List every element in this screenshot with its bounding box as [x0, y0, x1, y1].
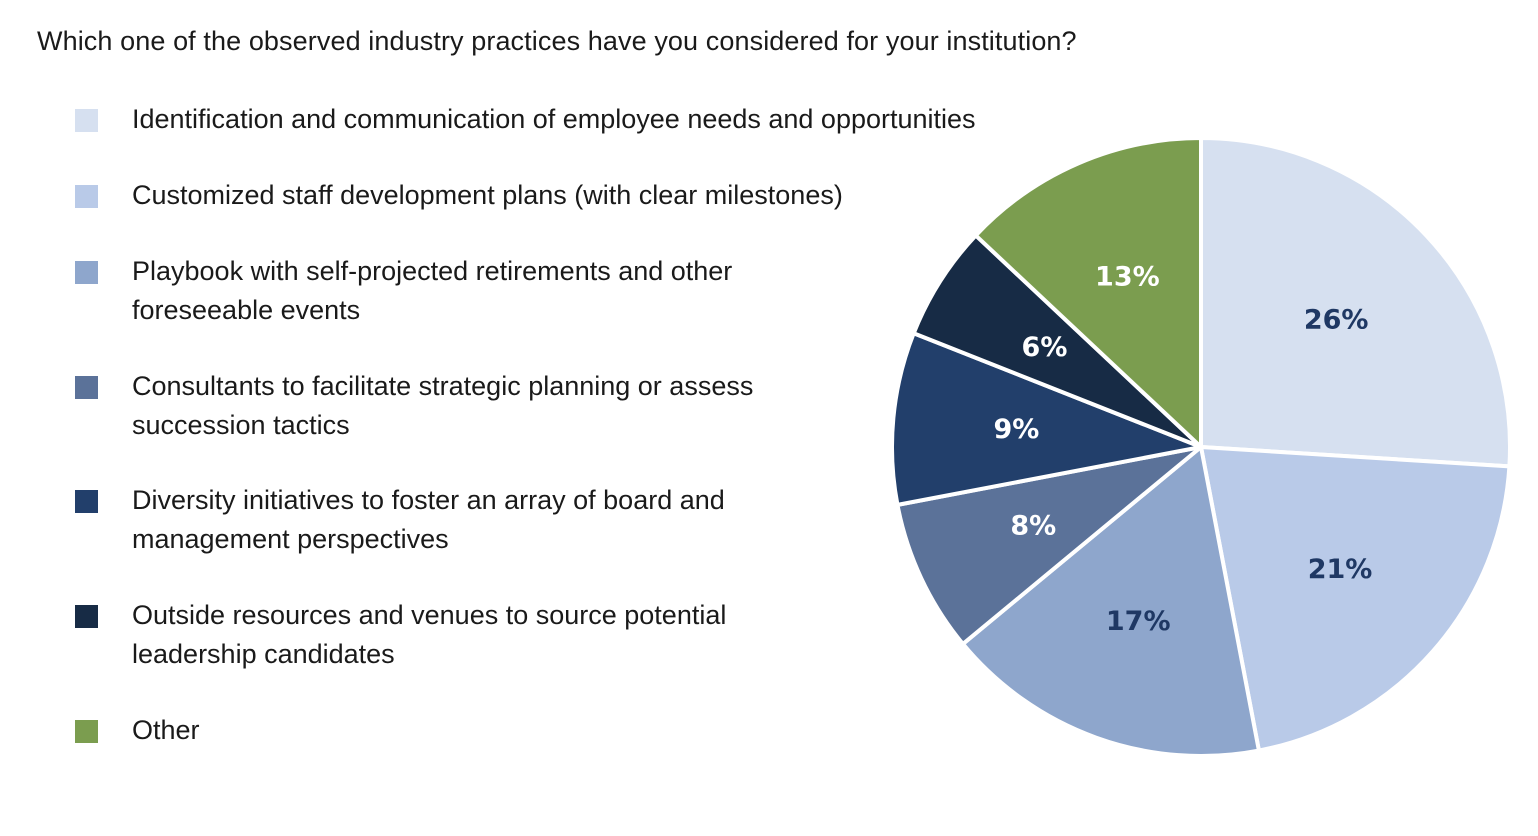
slice-value-label: 26% [1304, 305, 1369, 336]
legend-label: Diversity initiatives to foster an array… [132, 481, 725, 559]
slice-value-label: 13% [1095, 261, 1160, 292]
legend-label-line: Diversity initiatives to foster an array… [132, 485, 725, 515]
legend-swatch [75, 605, 98, 628]
slice-value-label: 17% [1106, 606, 1171, 637]
slice-value-label: 9% [993, 414, 1039, 445]
legend-label-line: Other [132, 715, 200, 745]
legend-swatch [75, 261, 98, 284]
pie-slice [960, 445, 1261, 759]
legend-label-line: Playbook with self-projected retirements… [132, 256, 733, 286]
legend-swatch [75, 185, 98, 208]
legend-label: Identification and communication of empl… [132, 100, 976, 139]
pie-slice [973, 136, 1203, 449]
legend-label-line: Consultants to facilitate strategic plan… [132, 371, 754, 401]
legend-swatch [75, 720, 98, 743]
legend-label: Outside resources and venues to source p… [132, 596, 726, 674]
legend-label-line: foreseeable events [132, 295, 361, 325]
legend-label-line: Customized staff development plans (with… [132, 180, 843, 210]
legend-swatch [75, 109, 98, 132]
legend-label: Consultants to facilitate strategic plan… [132, 367, 753, 445]
slice-value-label: 8% [1010, 510, 1056, 541]
legend-label-line: management perspectives [132, 524, 449, 554]
slice-value-label: 6% [1022, 332, 1068, 363]
pie-slice [1199, 136, 1512, 469]
legend-swatch [75, 490, 98, 513]
slice-value-label: 21% [1308, 554, 1373, 585]
legend-label: Other [132, 711, 200, 750]
legend-label-line: succession tactics [132, 410, 350, 440]
legend-label: Customized staff development plans (with… [132, 176, 843, 215]
legend-label-line: leadership candidates [132, 639, 395, 669]
chart-question: Which one of the observed industry pract… [37, 26, 1077, 56]
legend-label: Playbook with self-projected retirements… [132, 252, 732, 330]
legend-label-line: Identification and communication of empl… [132, 104, 976, 134]
pie-slice [889, 331, 1203, 507]
pie-slice [895, 445, 1203, 646]
legend-swatch [75, 376, 98, 399]
legend-label-line: Outside resources and venues to source p… [132, 600, 727, 630]
pie-slice [1199, 445, 1512, 753]
